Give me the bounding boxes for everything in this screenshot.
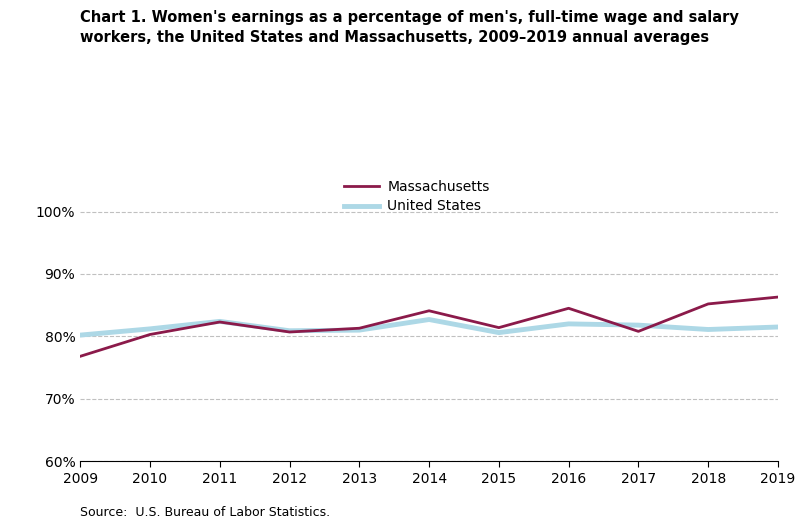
- Text: Chart 1. Women's earnings as a percentage of men's, full-time wage and salary
wo: Chart 1. Women's earnings as a percentag…: [80, 10, 739, 45]
- Legend: Massachusetts, United States: Massachusetts, United States: [344, 180, 490, 213]
- Text: Source:  U.S. Bureau of Labor Statistics.: Source: U.S. Bureau of Labor Statistics.: [80, 506, 330, 519]
